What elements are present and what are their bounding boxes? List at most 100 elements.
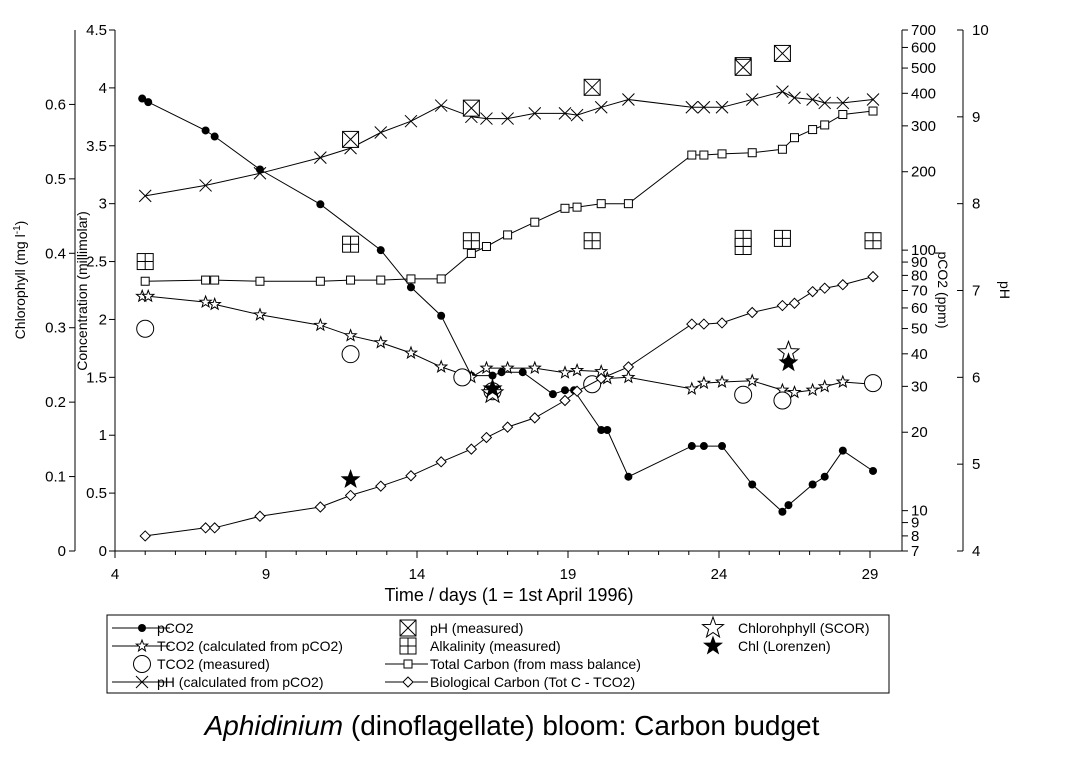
data-point	[252, 307, 268, 321]
data-point	[747, 148, 757, 158]
data-point	[138, 94, 147, 103]
data-point	[698, 318, 710, 330]
legend-item: Total Carbon (from mass balance)	[385, 656, 641, 672]
data-point	[255, 276, 265, 286]
data-point	[570, 108, 584, 122]
data-point	[864, 232, 882, 250]
pco2-tick-label: 60	[911, 300, 928, 317]
data-point	[864, 374, 883, 393]
data-point	[465, 443, 478, 455]
data-point	[558, 107, 572, 120]
pco2-tick-label: 90	[911, 254, 928, 271]
data-point	[686, 318, 698, 330]
pco2-tick-label: 700	[911, 22, 936, 39]
data-point	[560, 203, 570, 213]
data-point	[557, 365, 573, 379]
data-point	[571, 385, 583, 397]
data-point	[138, 189, 152, 203]
data-point	[595, 372, 607, 385]
chlorophyll-tick-label: 0.4	[45, 245, 66, 262]
data-point	[253, 166, 267, 180]
data-point	[314, 501, 327, 513]
data-point	[778, 507, 787, 516]
ph-tick-label: 8	[972, 196, 980, 213]
data-point	[341, 345, 360, 364]
legend-label: Alkalinity (measured)	[430, 638, 561, 654]
data-point	[199, 522, 212, 534]
pco2-tick-label: 70	[911, 283, 928, 300]
legend-box	[106, 614, 890, 694]
data-point	[788, 91, 801, 105]
data-point	[462, 232, 480, 250]
data-point	[140, 276, 150, 286]
data-point	[503, 230, 513, 240]
data-point	[466, 248, 476, 258]
data-point	[778, 352, 799, 372]
data-point	[481, 242, 491, 252]
plot-area	[135, 44, 883, 542]
concentration-tick-label: 0	[99, 543, 107, 560]
data-point	[374, 126, 388, 139]
pco2-tick-label: 200	[911, 164, 936, 181]
x-tick-label: 14	[409, 566, 426, 583]
data-point	[453, 368, 472, 387]
data-point	[623, 199, 633, 209]
legend-item: TCO2 (calculated from pCO2)	[112, 638, 343, 654]
data-point	[210, 132, 219, 141]
concentration-tick-label: 1	[99, 427, 107, 444]
data-point	[746, 306, 758, 319]
legend-label: pH (calculated from pCO2)	[157, 674, 324, 690]
data-point	[437, 311, 446, 320]
data-point	[346, 275, 356, 285]
data-point	[622, 361, 635, 373]
data-point	[434, 359, 449, 374]
data-point	[624, 472, 633, 481]
concentration-tick-label: 4	[99, 80, 107, 97]
data-point	[404, 114, 418, 128]
ph-axis-title: pH	[997, 281, 1013, 299]
data-point	[501, 112, 514, 125]
data-point	[375, 480, 387, 492]
x-tick-label: 24	[711, 566, 728, 583]
data-point	[869, 466, 878, 475]
data-point	[254, 510, 266, 522]
pco2-tick-label: 400	[911, 85, 936, 102]
x-axis-title: Time / days (1 = 1st April 1996)	[385, 585, 634, 605]
data-point	[500, 360, 515, 375]
data-point	[342, 130, 360, 148]
data-point	[808, 125, 818, 135]
data-point	[717, 149, 727, 159]
legend-label: TCO2 (measured)	[157, 656, 270, 672]
data-point	[806, 93, 819, 106]
data-point	[572, 202, 582, 212]
chlorophyll-tick-label: 0	[58, 543, 66, 560]
data-point	[790, 133, 799, 143]
concentration-tick-label: 3	[99, 196, 107, 213]
pco2-axis-title: pCO2 (ppm)	[935, 251, 951, 328]
series-ph-calculated-from-pco2	[138, 85, 880, 203]
data-point	[748, 480, 757, 489]
data-point	[805, 382, 820, 397]
legend-item: Chl (Lorenzen)	[702, 635, 831, 655]
data-point	[621, 369, 636, 384]
ph-tick-label: 4	[972, 543, 980, 560]
pco2-tick-label: 10	[911, 503, 928, 520]
chlorophyll-tick-label: 0.6	[45, 96, 66, 113]
legend-marker	[403, 659, 413, 669]
concentration-tick-label: 3.5	[86, 138, 107, 155]
data-point	[597, 425, 606, 434]
series-alkalinity-measured	[136, 229, 882, 271]
data-point	[435, 456, 447, 468]
ph-tick-label: 9	[972, 109, 980, 126]
x-tick-label: 19	[560, 566, 577, 583]
data-point	[201, 126, 210, 135]
series-pco2	[138, 94, 878, 516]
data-point	[603, 425, 612, 434]
data-point	[734, 58, 752, 76]
data-point	[141, 288, 156, 303]
data-point	[376, 275, 386, 285]
data-point	[482, 378, 503, 398]
data-point	[583, 375, 602, 394]
data-point	[144, 98, 153, 107]
